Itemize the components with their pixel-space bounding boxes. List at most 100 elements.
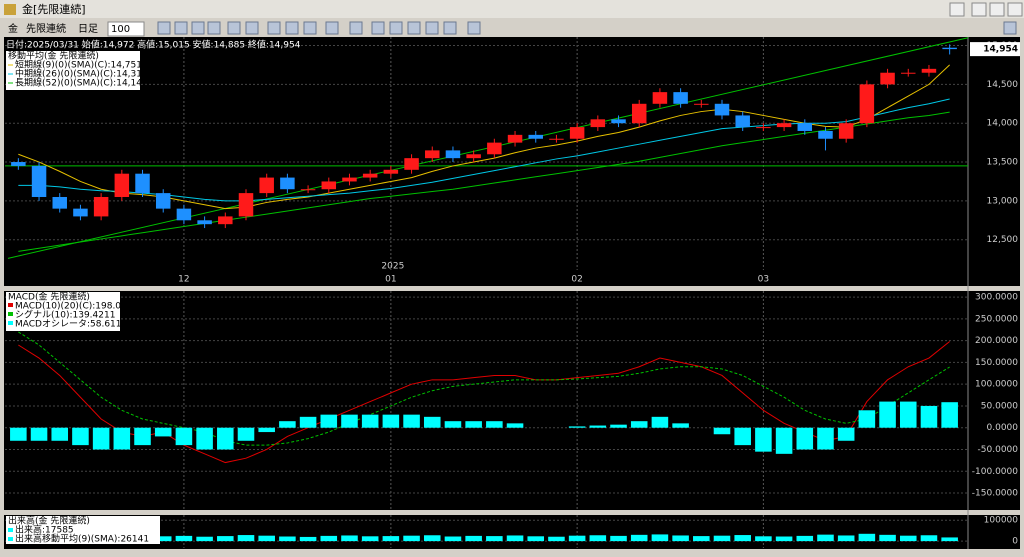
indicator-line — [18, 341, 950, 464]
y-tick-label: 250.0000 — [975, 314, 1018, 324]
histogram-bar — [320, 414, 338, 428]
indicator-line — [18, 111, 950, 252]
candle-body — [238, 193, 254, 217]
histogram-bar — [217, 427, 234, 450]
histogram-bar — [486, 421, 503, 428]
y-tick-label: 300.0000 — [975, 293, 1018, 303]
price-panel — [4, 37, 1020, 286]
y-tick-label: 13,000 — [987, 196, 1019, 206]
candle-body — [321, 181, 337, 190]
histogram-bar — [196, 427, 213, 450]
candle-body — [901, 72, 916, 74]
histogram-bar — [672, 423, 689, 428]
y-tick-label: 14,500 — [987, 80, 1019, 90]
y-tick-label: 0.0000 — [987, 423, 1019, 433]
symbol[interactable]: 金 — [8, 22, 18, 35]
last-price-box — [970, 42, 1020, 57]
volume-bar — [755, 536, 772, 542]
volume-bar — [423, 535, 441, 542]
candle-body — [342, 177, 357, 182]
volume-bar — [237, 535, 255, 542]
volume-bar — [651, 534, 669, 542]
histogram-bar — [879, 401, 896, 428]
count-box[interactable] — [107, 21, 145, 37]
histogram-bar — [713, 427, 731, 435]
histogram-bar — [361, 414, 379, 428]
histogram-bar — [837, 427, 855, 441]
candle-body — [694, 103, 709, 105]
price-legend-title: 移動平均(金 先限連続) — [8, 50, 99, 62]
candle-body — [93, 196, 109, 217]
volume-bar — [879, 534, 896, 542]
histogram-bar — [444, 421, 462, 428]
y-tick-label: 14,000 — [987, 119, 1019, 129]
candle-body — [818, 130, 833, 139]
histogram-bar — [154, 427, 172, 437]
histogram-bar — [465, 421, 482, 428]
legend-label: MACD(10)(20)(C):198.0322 — [15, 302, 138, 312]
legend-swatch — [8, 312, 13, 316]
y-tick-label: 150.0000 — [975, 358, 1018, 368]
candle-body — [549, 138, 564, 140]
candle-body — [880, 72, 895, 85]
volume-bar — [154, 536, 172, 542]
legend-label: 短期線(9)(0)(SMA)(C):14,751 — [15, 59, 142, 71]
candle-body — [218, 216, 233, 225]
x-tick-label: 03 — [758, 275, 769, 285]
y-tick-label: 12,500 — [987, 235, 1019, 245]
candle-body — [528, 134, 543, 139]
histogram-bar — [589, 425, 607, 428]
candle-body — [569, 127, 585, 139]
candle-body — [362, 173, 378, 178]
window-buttons[interactable] — [949, 2, 1023, 17]
volume-bar — [899, 535, 917, 542]
candle-body — [673, 92, 688, 104]
histogram-bar — [858, 410, 876, 428]
volume-bar — [444, 536, 462, 542]
candle-body — [735, 115, 750, 128]
volume-bar — [465, 535, 482, 542]
candle-body — [114, 173, 130, 197]
histogram-bar — [134, 427, 151, 446]
candle-body — [859, 84, 875, 124]
histogram-bar — [258, 427, 275, 433]
volume-bar — [589, 535, 607, 542]
indicator-line — [18, 331, 950, 446]
volume-bar — [941, 537, 958, 542]
volume-bar — [341, 535, 358, 542]
app-icon — [4, 4, 16, 15]
volume-bar — [693, 536, 710, 542]
legend-label: 長期線(52)(0)(SMA)(C):14,142 — [15, 77, 148, 89]
histogram-bar — [796, 427, 814, 450]
candle-body — [155, 193, 171, 209]
candle-body — [135, 173, 150, 194]
volume-bar — [403, 535, 420, 542]
toolbar-icons[interactable] — [157, 21, 1017, 35]
histogram-bar — [734, 427, 751, 446]
candle-body — [466, 154, 481, 159]
contract[interactable]: 先限連続 — [26, 22, 66, 35]
histogram-bar — [113, 427, 131, 450]
volume-bar — [713, 535, 731, 542]
candle-body — [259, 177, 274, 194]
volume-bar — [796, 535, 814, 542]
candle-body — [838, 123, 854, 139]
histogram-bar — [175, 427, 193, 446]
candle-body — [921, 68, 937, 73]
histogram-bar — [920, 405, 938, 428]
candle-body — [590, 119, 606, 128]
histogram-bar — [30, 427, 48, 441]
candle-body — [487, 142, 502, 155]
y-tick-label: 100.0000 — [975, 380, 1018, 390]
histogram-bar — [72, 427, 89, 446]
volume-bar — [817, 534, 834, 542]
count[interactable]: 100 — [111, 24, 130, 35]
histogram-bar — [51, 427, 69, 441]
volume-legend-title: 出来高(金 先限連続) — [8, 515, 90, 527]
macd-legend-title: MACD(金 先限連続) — [8, 291, 90, 303]
period[interactable]: 日足 — [78, 23, 98, 35]
histogram-bar — [10, 427, 27, 441]
volume-bar — [279, 536, 296, 542]
